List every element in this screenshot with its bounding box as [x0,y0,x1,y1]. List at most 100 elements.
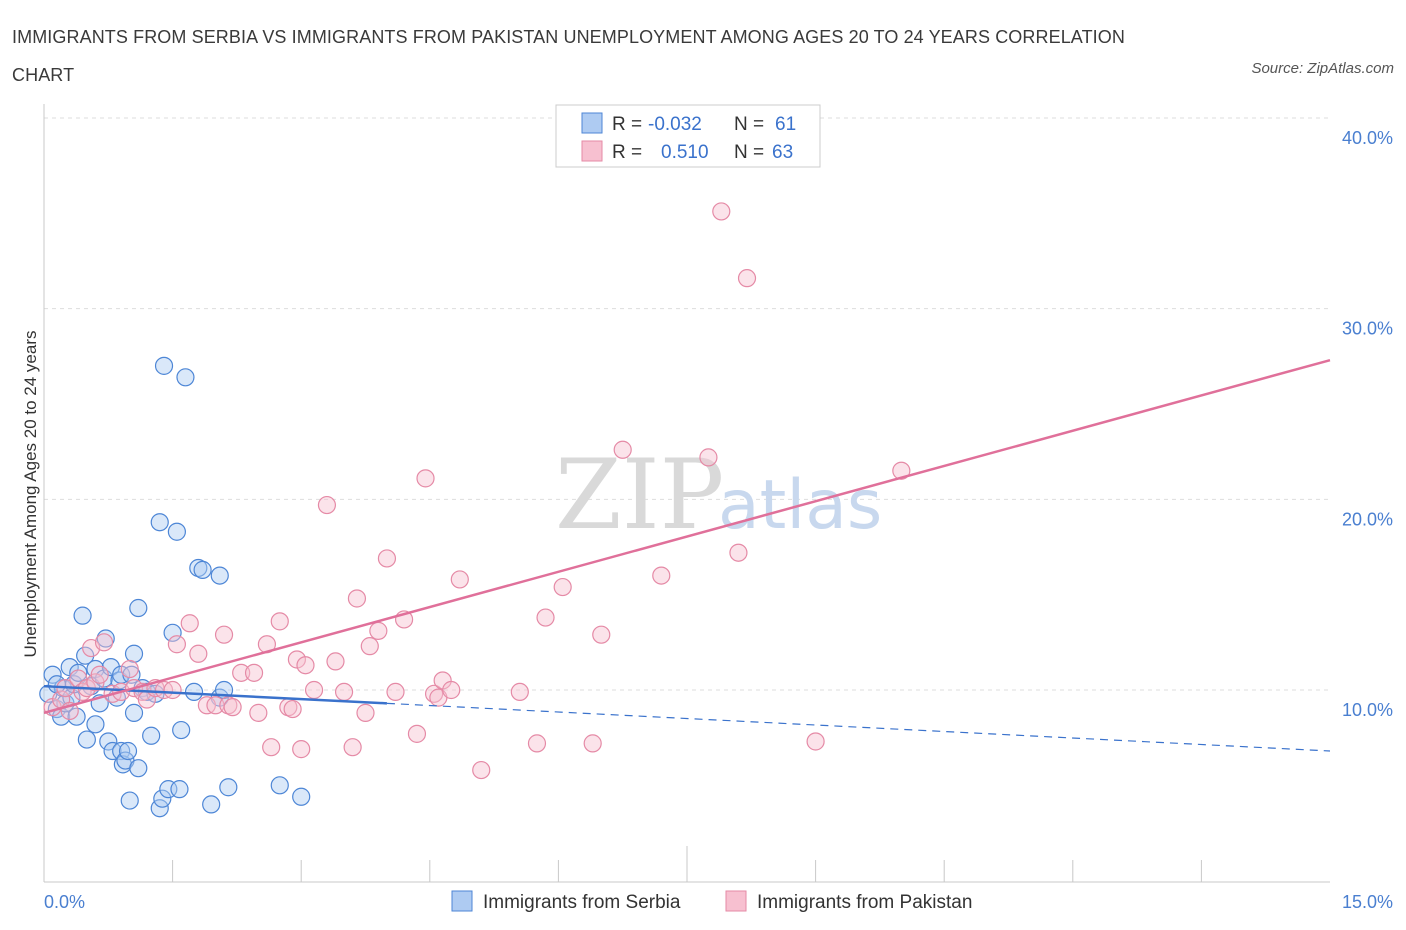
pakistan-point [244,663,264,682]
pakistan-point [527,734,547,753]
pakistan-point [167,635,186,654]
serbia-point [170,780,189,799]
serbia-point [142,726,161,745]
pakistan-point [262,738,281,757]
serbia-point [86,715,105,734]
pakistan-point [163,680,182,700]
serbia-point [118,741,138,761]
legend-r-label: R = [612,114,642,135]
pakistan-point [249,703,268,722]
y-tick-label: 20.0% [1342,509,1393,529]
pakistan-point [94,633,114,652]
serbia-point [150,513,169,532]
pakistan-point [472,760,491,780]
serbia-point [176,368,195,387]
pakistan-point [356,703,375,722]
pakistan-point [232,663,251,682]
legend-r-value: -0.032 [648,114,702,135]
pakistan-point [369,621,388,640]
pakistan-point [304,680,324,700]
serbia-trend-extension [386,702,1331,752]
bottom-legend-serbia-swatch [451,890,473,912]
legend-r-value: 0.510 [661,142,709,163]
pakistan-point [737,269,757,288]
pakistan-point [442,680,461,700]
pakistan-point [223,698,242,717]
serbia-point [112,741,131,761]
legend-box: R = -0.032 N = 61 R = 0.510 N = 63 [555,104,821,168]
pakistan-point [292,740,311,759]
x-tick-label: 15.0% [1342,892,1393,912]
pakistan-point [377,549,397,568]
serbia-point [43,665,62,684]
pakistan-point [180,614,199,633]
serbia-point [120,791,139,810]
serbia-point [172,720,191,740]
pakistan-point [699,448,718,467]
serbia-point [163,623,182,642]
pakistan-point [407,724,427,743]
legend-r-label: R = [612,142,642,163]
bottom-legend: Immigrants from Serbia Immigrants from P… [451,890,972,913]
pakistan-point [214,625,234,644]
pakistan-point [510,682,529,702]
bottom-legend-serbia-label: Immigrants from Serbia [483,892,681,913]
watermark-zip: ZIP [555,439,724,551]
bottom-legend-pakistan-swatch [725,890,747,912]
legend-serbia-swatch [581,112,603,134]
pakistan-point [592,625,611,644]
gridlines [44,117,1330,691]
pakistan-point [386,682,405,702]
serbia-point [219,778,238,797]
serbia-point [129,598,148,618]
serbia-point [124,644,144,663]
pakistan-point [283,699,302,719]
pakistan-point [712,202,731,221]
chart-title: IMMIGRANTS FROM SERBIA VS IMMIGRANTS FRO… [12,27,1125,85]
pakistan-point [450,570,469,589]
serbia-point [193,560,212,579]
pakistan-point [334,682,354,702]
pakistan-point [343,738,362,757]
serbia-point [154,356,174,375]
pakistan-point [729,543,748,562]
bottom-legend-pakistan-label: Immigrants from Pakistan [757,892,972,913]
serbia-point [167,522,186,541]
serbia-point [202,795,221,814]
serbia-point [184,682,204,702]
legend-pakistan-swatch [581,140,603,162]
pakistan-point [296,656,315,675]
pakistan-point [270,612,289,631]
legend-n-value: 63 [772,142,793,163]
pakistan-point [613,440,632,459]
serbia-point [210,566,229,585]
y-axis-title: Unemployment Among Ages 20 to 24 years [21,331,40,658]
pakistan-point [347,589,367,608]
serbia-point [69,663,88,682]
pakistan-point [189,644,208,663]
pakistan-trend-line [43,358,1331,715]
pakistan-point [892,461,911,480]
legend-n-label: N = [734,114,764,135]
x-tick-label: 0.0% [44,892,85,912]
pakistan-point [120,659,139,679]
pakistan-point [652,566,671,585]
serbia-trend-line [43,684,387,705]
serbia-point [270,776,289,795]
legend-n-value: 61 [775,114,796,135]
y-tick-label: 40.0% [1342,128,1393,148]
serbia-point [99,732,118,751]
pakistan-point [416,469,435,488]
serbia-point [73,606,92,625]
serbia-point [292,787,311,806]
pakistan-point [360,637,379,656]
pakistan-point [317,495,337,515]
y-tick-label: 30.0% [1342,319,1393,339]
pakistan-point [326,652,345,671]
serbia-point [129,759,148,778]
pakistan-point [806,732,825,751]
x-axis-ticks [172,846,1202,882]
pakistan-point [90,665,109,684]
trend-lines [43,358,1331,752]
